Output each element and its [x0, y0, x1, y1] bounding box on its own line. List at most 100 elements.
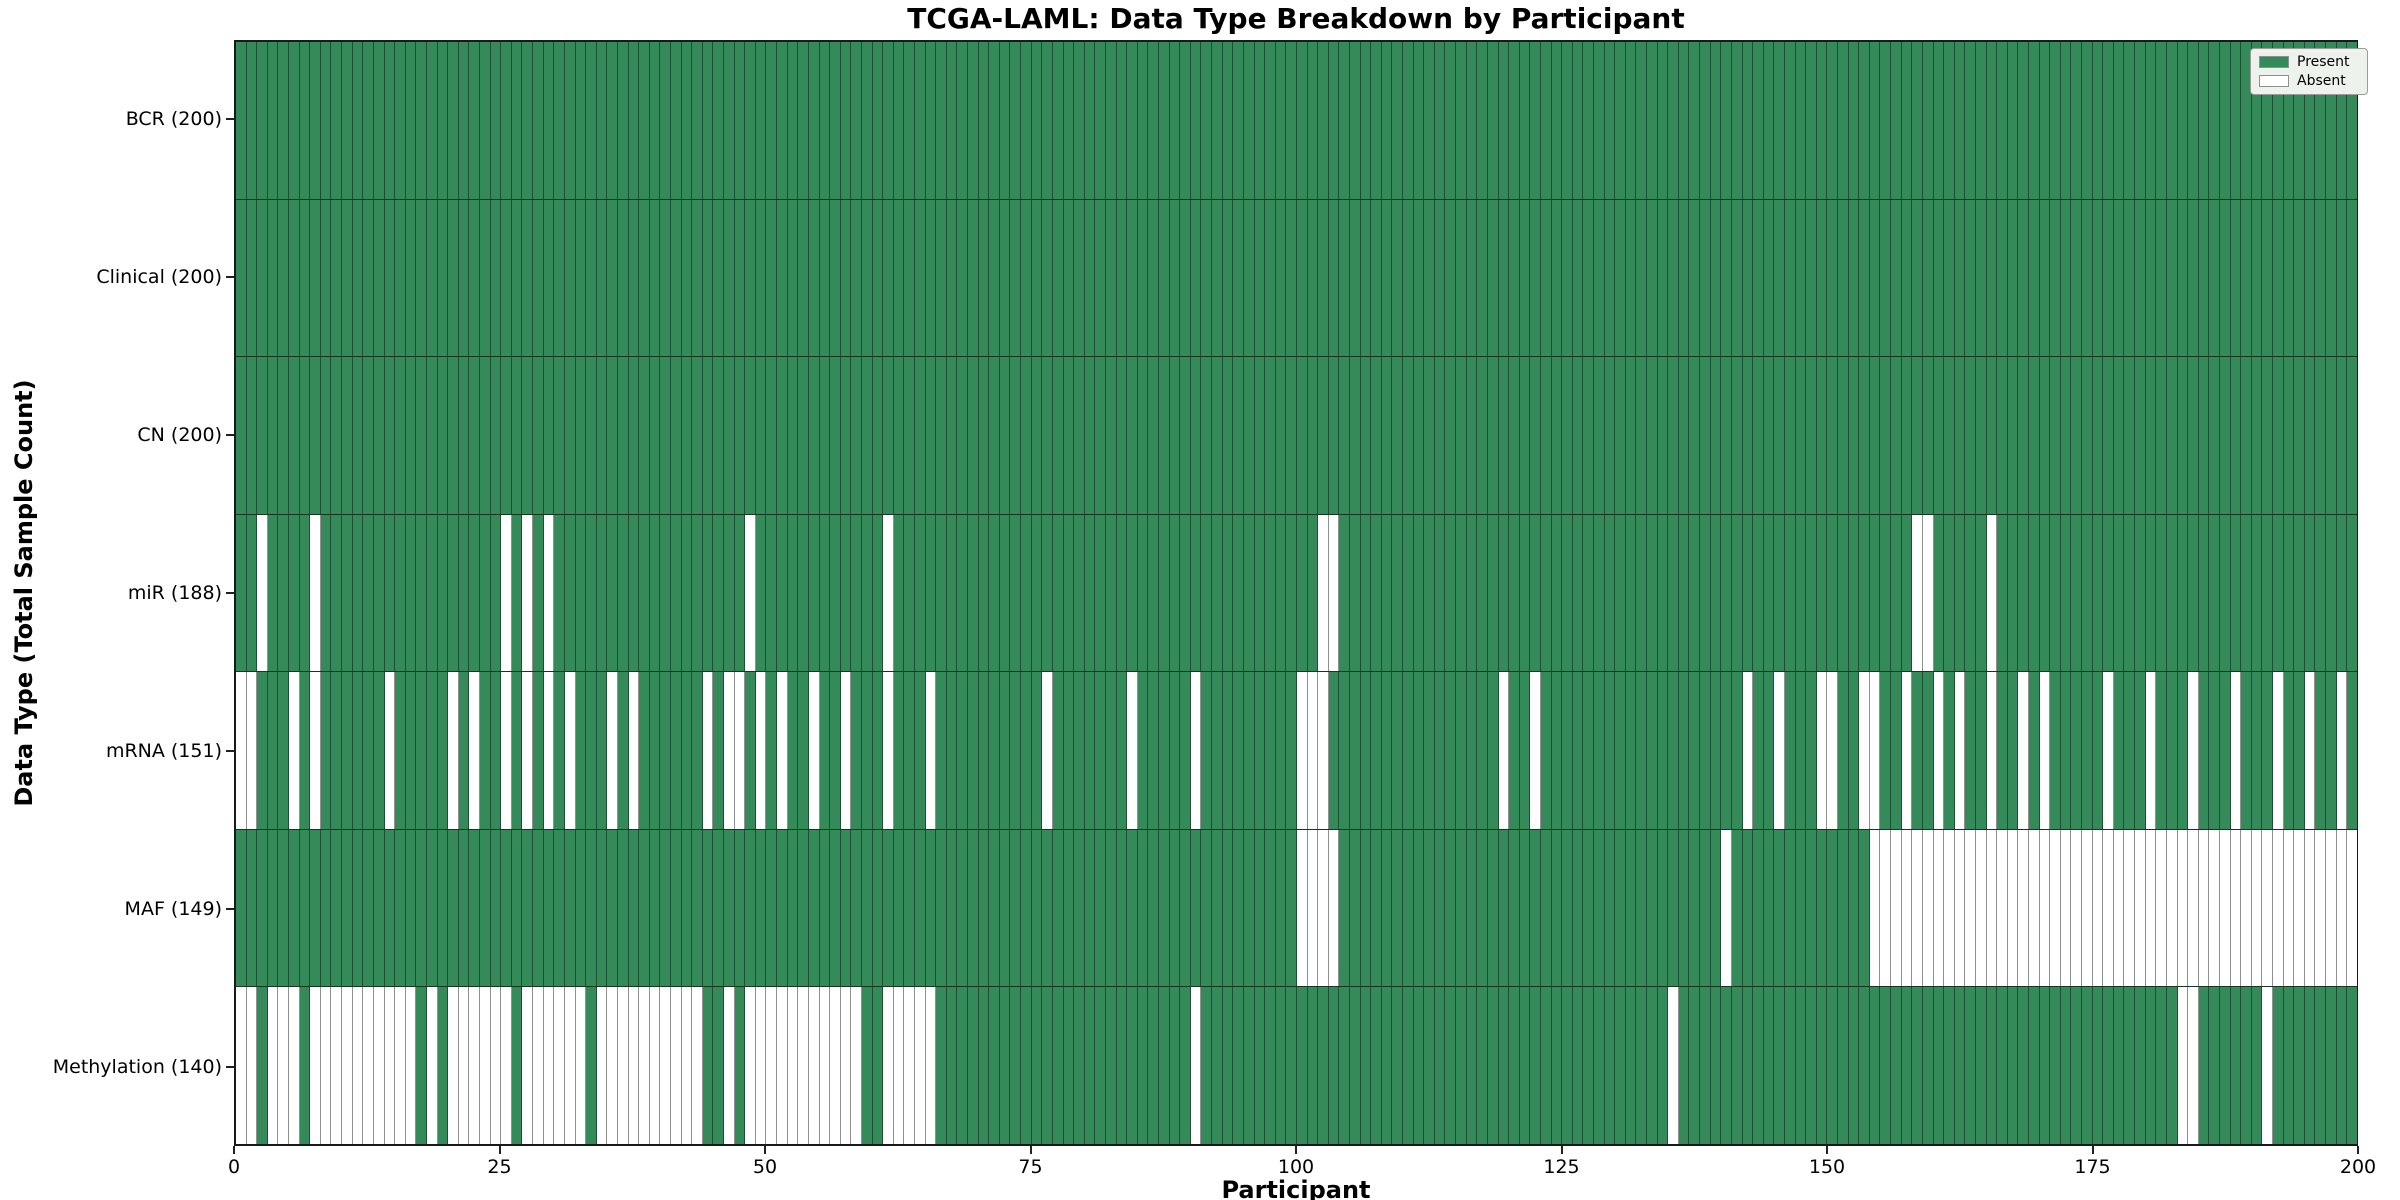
cell [1201, 42, 1213, 199]
cell [1657, 672, 1669, 829]
cell [1169, 672, 1181, 829]
cell [734, 514, 746, 672]
cell [1816, 357, 1828, 514]
cell [1530, 357, 1541, 514]
cell [267, 987, 279, 1145]
cell [1986, 829, 1998, 987]
cell [1424, 357, 1435, 514]
cell [1466, 514, 1478, 672]
cell [1838, 42, 1849, 199]
cell [533, 42, 544, 199]
cell [331, 42, 343, 199]
cell [2326, 672, 2337, 829]
x-tick-label: 0 [227, 1156, 241, 1178]
cell [1307, 829, 1319, 987]
cell [1710, 672, 1722, 829]
cell [2092, 514, 2104, 672]
cell [2198, 987, 2210, 1145]
cell [1296, 357, 1308, 514]
cell [1986, 42, 1998, 199]
cell [2241, 672, 2252, 829]
cell [1594, 199, 1605, 357]
cell [957, 199, 969, 357]
cell [1212, 42, 1223, 199]
cell [1360, 829, 1372, 987]
cell [1456, 514, 1467, 672]
cell [1021, 42, 1032, 199]
cell [1540, 672, 1552, 829]
cell [1190, 829, 1202, 987]
cell [1562, 357, 1573, 514]
cell [2124, 199, 2136, 357]
cell [639, 672, 650, 829]
cell [1975, 672, 1987, 829]
cell [1742, 987, 1754, 1145]
cell [1074, 42, 1085, 199]
cell [1212, 672, 1223, 829]
cell [936, 514, 947, 672]
cell [2060, 199, 2072, 357]
cell [1519, 514, 1531, 672]
cell [1763, 357, 1775, 514]
cell [426, 42, 438, 199]
cell [2283, 42, 2295, 199]
cell [1434, 829, 1446, 987]
cell [1838, 987, 1849, 1145]
cell [1243, 42, 1255, 199]
cell [1880, 42, 1892, 199]
cell [692, 987, 703, 1145]
cell [1954, 987, 1966, 1145]
cell [925, 199, 937, 357]
cell [755, 199, 767, 357]
cell [1668, 829, 1679, 987]
cell [1445, 199, 1457, 357]
cell [1572, 42, 1584, 199]
cell [808, 987, 820, 1145]
cell [798, 987, 809, 1145]
cell [310, 42, 321, 199]
cell [1583, 672, 1594, 829]
cell [490, 357, 502, 514]
cell [2198, 514, 2210, 672]
cell [1647, 199, 1658, 357]
cell [819, 829, 831, 987]
cell [289, 199, 300, 357]
cell [2326, 829, 2337, 987]
cell [2219, 672, 2231, 829]
cell [1901, 829, 1913, 987]
y-tick-label: miR (188) [127, 582, 222, 604]
cell [861, 829, 873, 987]
cell [458, 357, 470, 514]
cell [1243, 514, 1255, 672]
cell [1933, 987, 1945, 1145]
cell [299, 42, 311, 199]
cell [851, 199, 862, 357]
cell [2230, 199, 2242, 357]
cell [1922, 42, 1934, 199]
cell [745, 987, 756, 1145]
cell [2113, 42, 2125, 199]
cell [1042, 672, 1053, 829]
cell [1583, 829, 1594, 987]
cell [1116, 357, 1128, 514]
cell [1498, 357, 1510, 514]
cell [575, 42, 587, 199]
cell [2230, 357, 2242, 514]
cell [2283, 514, 2295, 672]
cell [2262, 199, 2273, 357]
cell [1944, 42, 1955, 199]
cell [1148, 672, 1160, 829]
cell [1700, 42, 1711, 199]
cell [596, 514, 608, 672]
heatmap-row-maf [236, 829, 2357, 988]
cell [501, 514, 512, 672]
cell [660, 42, 671, 199]
cell [999, 199, 1011, 357]
cell [437, 672, 449, 829]
cell [257, 514, 268, 672]
cell [426, 672, 438, 829]
cell [1721, 987, 1732, 1145]
cell [2336, 672, 2348, 829]
cell [1381, 514, 1393, 672]
cell [1880, 357, 1892, 514]
